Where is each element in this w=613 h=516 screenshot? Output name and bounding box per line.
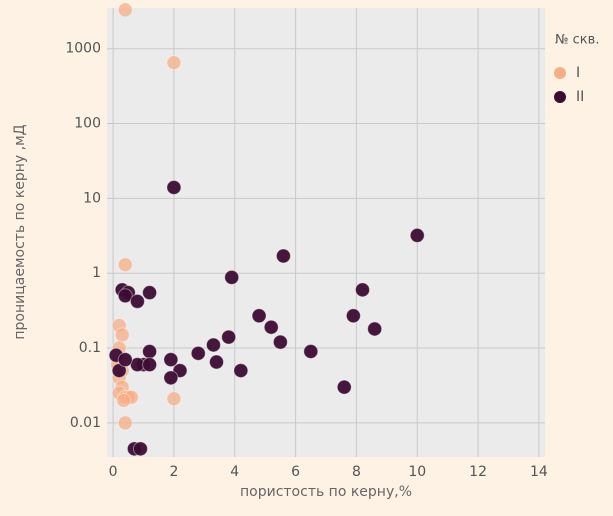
point [233, 363, 249, 379]
point [129, 293, 145, 309]
point [251, 308, 267, 324]
y-axis-title: проницаемость по керну ,мД [12, 124, 28, 339]
point [166, 391, 182, 407]
point [117, 352, 133, 368]
point [345, 308, 361, 324]
point [142, 285, 158, 301]
point [275, 248, 291, 264]
plot-panel [107, 8, 545, 457]
point [114, 327, 130, 343]
legend-marker [554, 67, 566, 79]
point [166, 55, 182, 71]
point [117, 415, 133, 431]
point [117, 257, 133, 273]
point [163, 370, 179, 386]
point [205, 337, 221, 353]
x-axis-title: пористость по керну,% [240, 484, 412, 500]
x-tick-label: 4 [230, 464, 239, 480]
y-tick-label: 0.01 [70, 415, 101, 431]
x-tick-label: 10 [408, 464, 426, 480]
point [272, 334, 288, 350]
point [409, 227, 425, 243]
point [355, 282, 370, 298]
point [117, 288, 133, 304]
point [116, 392, 132, 408]
y-tick-label: 1000 [65, 41, 101, 57]
legend-marker [554, 91, 566, 103]
point [221, 329, 237, 345]
legend-title: № скв. [555, 33, 599, 48]
point [117, 2, 133, 18]
point [132, 441, 148, 457]
legend-label: II [576, 89, 584, 105]
point [190, 345, 206, 361]
x-tick-label: 14 [530, 464, 548, 480]
point [142, 343, 158, 359]
point [224, 269, 240, 285]
point [367, 321, 383, 337]
legend-label: I [576, 65, 580, 81]
point [336, 379, 352, 395]
point [142, 357, 158, 373]
point [209, 354, 224, 370]
y-tick-label: 100 [74, 116, 101, 132]
y-tick-label: 10 [83, 190, 101, 206]
point [303, 343, 319, 359]
point [263, 319, 279, 335]
point [111, 363, 127, 379]
x-tick-label: 2 [169, 464, 178, 480]
x-tick-label: 0 [109, 464, 118, 480]
x-tick-label: 12 [469, 464, 487, 480]
x-tick-label: 6 [291, 464, 300, 480]
y-tick-label: 1 [92, 265, 101, 281]
point [163, 352, 179, 368]
point [166, 179, 182, 195]
x-tick-label: 8 [352, 464, 361, 480]
y-tick-label: 0.1 [79, 340, 101, 356]
